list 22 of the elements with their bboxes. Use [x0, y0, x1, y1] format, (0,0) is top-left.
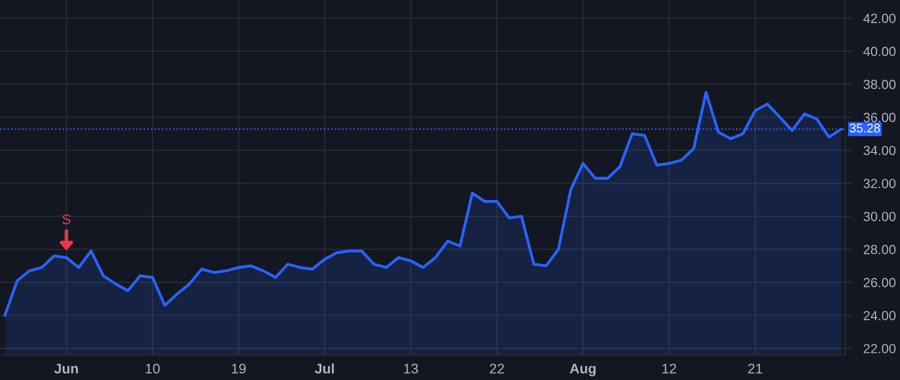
x-tick-label: 22 [490, 364, 504, 374]
y-tick-label: 42.00 [863, 14, 896, 24]
x-tick-label: 12 [662, 364, 676, 374]
y-tick-label: 28.00 [864, 244, 896, 254]
y-tick-label: 30.00 [864, 212, 896, 222]
y-tick-label: 24.00 [864, 310, 896, 320]
x-tick-label: 13 [404, 364, 418, 374]
y-tick-label: 34.00 [864, 146, 896, 156]
x-tick-label: 19 [232, 364, 246, 374]
x-tick-label: 21 [748, 364, 762, 374]
x-tick-label: Aug [570, 364, 596, 376]
y-tick-label: 22.00 [864, 344, 896, 354]
annotation: S [62, 214, 70, 224]
y-tick-label: 40.00 [863, 46, 896, 56]
ref-line-label: 35.28 [850, 124, 880, 132]
x-tick-label: Jul [314, 363, 334, 374]
y-tick-label: 26.00 [864, 278, 896, 288]
x-tick-label: 10 [146, 364, 160, 374]
y-tick-label: 32.00 [864, 178, 896, 188]
y-tick-label: 36.00 [864, 112, 896, 122]
x-tick-label: Jun [54, 364, 78, 374]
y-tick-label: 38.00 [864, 80, 896, 90]
